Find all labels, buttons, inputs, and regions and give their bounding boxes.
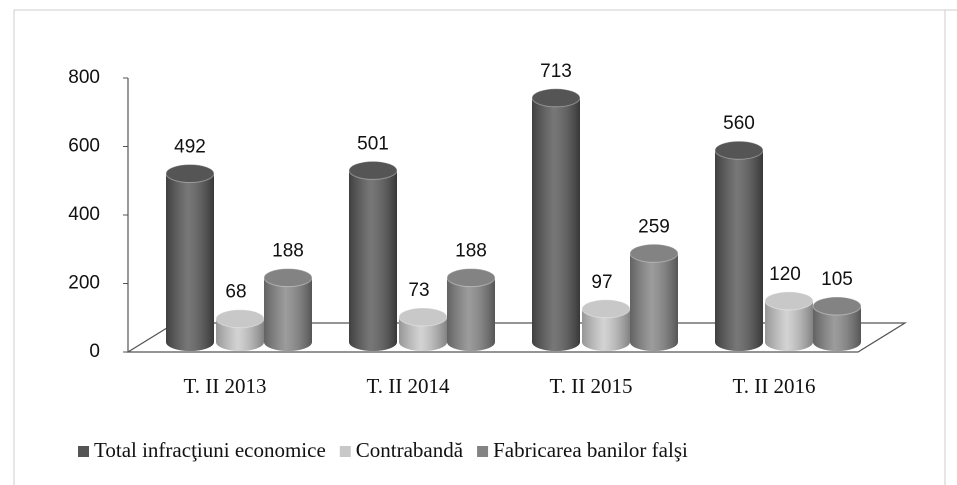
- y-tick-label: 0: [89, 341, 100, 362]
- cylinder-top: [398, 307, 448, 327]
- value-label: 501: [357, 133, 389, 154]
- value-label: 259: [638, 216, 670, 237]
- cylinder-top: [629, 243, 679, 263]
- legend-label: Total infracţiuni economice: [94, 438, 326, 462]
- cylinder-top: [581, 299, 631, 319]
- legend-swatch: [477, 446, 489, 457]
- cylinder-shade: [349, 170, 397, 351]
- cylinder-shade: [813, 306, 861, 351]
- value-label: 105: [821, 269, 853, 290]
- bar: [165, 163, 215, 351]
- cylinder-shade: [765, 300, 813, 351]
- cylinder-top: [531, 88, 581, 108]
- bar: [714, 140, 764, 351]
- bar: [812, 296, 862, 351]
- cylinder-top: [446, 268, 496, 288]
- x-tick-label: T. II 2013: [183, 374, 266, 398]
- cylinder-shade: [166, 173, 214, 351]
- x-tick-label: T. II 2016: [732, 374, 815, 398]
- legend-swatch: [78, 446, 89, 457]
- cylinder-shade: [216, 318, 264, 351]
- cylinder-top: [215, 309, 265, 329]
- legend-label: Contrabandă: [356, 438, 464, 462]
- legend-swatch: [339, 446, 351, 457]
- bar: [531, 88, 581, 351]
- bar: [398, 307, 448, 351]
- value-label: 560: [723, 113, 755, 134]
- cylinder-shade: [264, 277, 312, 351]
- bar: [629, 243, 679, 351]
- value-label: 97: [591, 272, 612, 293]
- value-label: 492: [174, 137, 206, 158]
- cylinder-top: [764, 291, 814, 311]
- bar: [215, 309, 265, 351]
- cylinder-shade: [399, 316, 447, 351]
- value-label: 713: [540, 61, 572, 82]
- value-label: 188: [455, 241, 487, 262]
- cylinder-shade: [715, 150, 763, 351]
- value-label: 120: [769, 264, 801, 285]
- cylinder-shade: [582, 308, 630, 351]
- value-label: 68: [225, 282, 246, 303]
- cylinder-top: [812, 296, 862, 316]
- bar: [263, 268, 313, 351]
- bar: [764, 291, 814, 351]
- x-tick-label: T. II 2015: [549, 374, 632, 398]
- cylinder-top: [714, 140, 764, 160]
- cylinder-shade: [447, 277, 495, 351]
- x-tick-label: T. II 2014: [366, 374, 450, 398]
- y-tick-label: 200: [68, 273, 100, 294]
- y-tick-label: 800: [68, 67, 100, 88]
- y-tick-label: 400: [68, 204, 100, 225]
- bar: [446, 268, 496, 351]
- cylinder-top: [263, 268, 313, 288]
- bar: [581, 299, 631, 351]
- floor: [125, 322, 908, 353]
- value-label: 188: [272, 241, 304, 262]
- cylinder-shade: [630, 253, 678, 351]
- legend-label: Fabricarea banilor falşi: [493, 438, 688, 462]
- cylinder-shade: [532, 97, 580, 351]
- cylinder-top: [348, 160, 398, 180]
- value-label: 73: [408, 280, 429, 301]
- bar: [348, 160, 398, 351]
- y-tick-label: 600: [68, 136, 100, 157]
- cylinder-top: [165, 163, 215, 183]
